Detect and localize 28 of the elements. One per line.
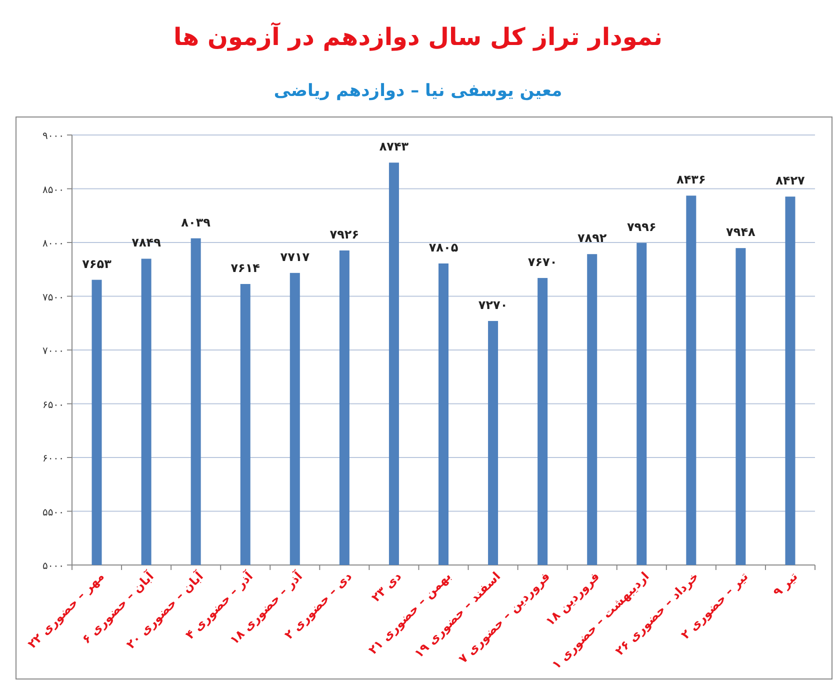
y-tick-label: ۵۵۰۰ <box>42 507 64 518</box>
y-tick-label: ۶۰۰۰ <box>42 454 64 464</box>
data-label: ۷۸۴۹ <box>132 236 162 250</box>
data-label: ۷۷۱۷ <box>280 250 310 264</box>
y-tick-label: ۹۰۰۰ <box>42 131 64 142</box>
data-label: ۷۸۰۵ <box>428 240 458 254</box>
x-tick-label: ۲۳ دی <box>368 569 404 605</box>
data-label: ۷۶۱۴ <box>230 260 260 275</box>
y-tick-label: ۷۵۰۰ <box>42 292 64 304</box>
data-label: ۷۹۲۶ <box>330 227 360 242</box>
data-label: ۸۰۳۹ <box>181 215 212 230</box>
data-label: ۸۴۲۷ <box>776 174 806 188</box>
data-label: ۸۷۴۳ <box>379 140 410 154</box>
data-label: ۸۴۳۶ <box>676 172 706 187</box>
y-tick-label: ۸۵۰۰ <box>42 184 64 196</box>
x-tick-label: ۹ تیر <box>770 569 800 600</box>
data-label: ۷۶۷۰ <box>528 254 558 269</box>
chart-title: نمودار تراز کل سال دوازدهم در آزمون ها <box>173 22 663 51</box>
data-label: ۷۸۹۲ <box>577 231 608 246</box>
y-tick-label: ۷۰۰۰ <box>42 346 64 357</box>
y-tick-label: ۶۵۰۰ <box>42 400 64 411</box>
data-label: ۷۶۵۳ <box>82 256 112 271</box>
y-tick-label: ۵۰۰۰ <box>42 561 64 572</box>
y-tick-label: ۸۰۰۰ <box>42 238 64 250</box>
chart-subtitle: معین یوسفی نیا – دوازدهم ریاضی <box>274 81 562 101</box>
data-label: ۷۹۴۸ <box>726 225 756 240</box>
data-label: ۷۲۷۰ <box>478 298 508 312</box>
data-label: ۷۹۹۶ <box>626 220 656 234</box>
